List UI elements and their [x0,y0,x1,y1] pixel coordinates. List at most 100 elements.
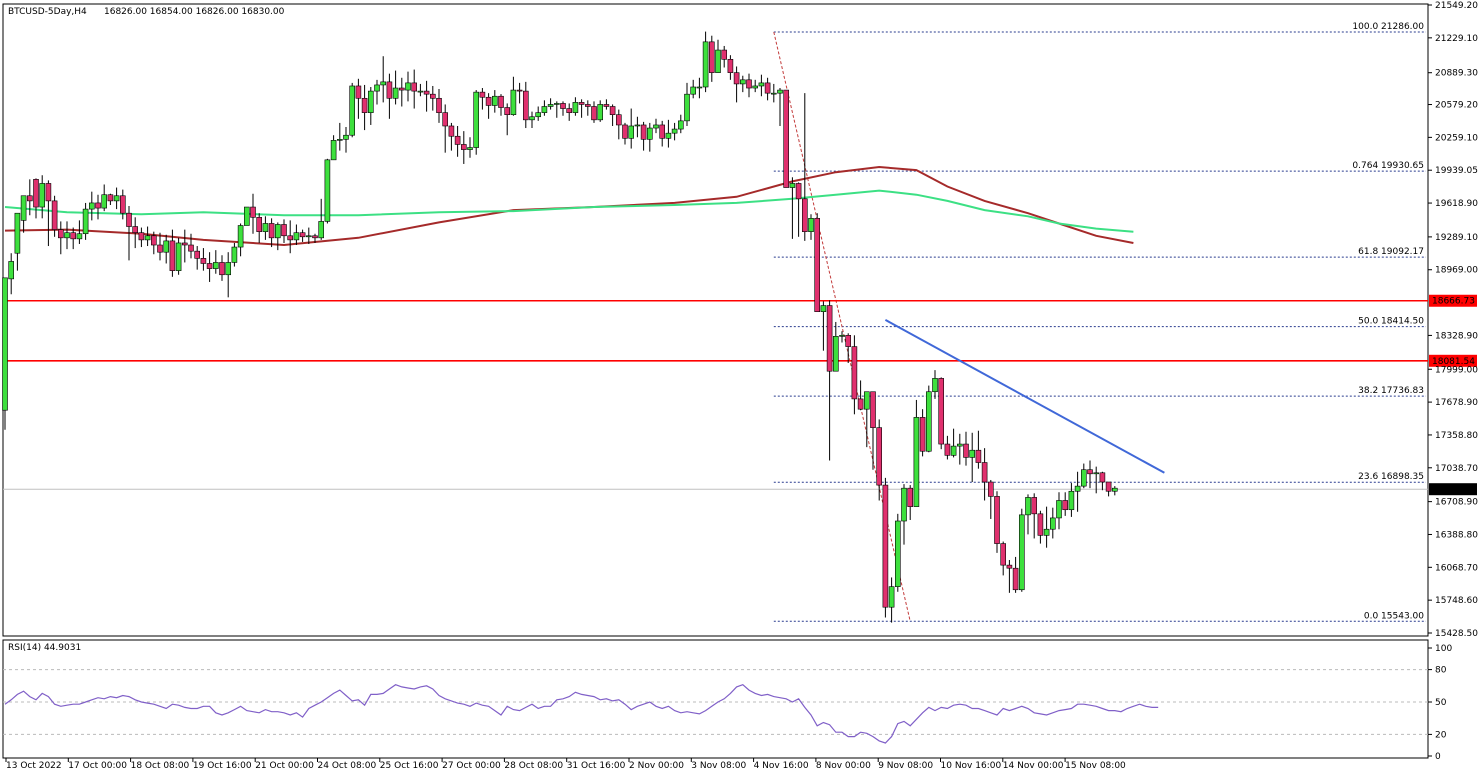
candle-body [2,277,8,411]
candle-body [262,223,269,232]
price-axis-label: 21549.20 [1435,1,1478,11]
bearish-candle [45,180,52,247]
bearish-candle [1087,460,1093,489]
candle-body [299,232,306,238]
fib-level-label: 0.0 15543.00 [1364,611,1424,621]
price-pane-border [2,3,1429,637]
bearish-candle [975,430,982,469]
trendline[interactable] [884,319,1165,474]
bearish-candle [57,221,64,255]
candle-body [994,496,1000,544]
bearish-candle [801,93,808,241]
candle-body [566,108,573,113]
axes: 21549.20 21229.10 20889.30 20579.20 20259.10… [5,1,1478,771]
candle-body [244,206,250,226]
candle-body [287,235,294,241]
candle-body [132,226,138,233]
rsi-pane[interactable]: 100 80 50 20 0 [2,639,1452,762]
bearish-candle [287,220,294,254]
candle-body [107,194,114,202]
level-price-tag [1429,483,1477,496]
bullish-candle [20,195,27,233]
bearish-candle [70,227,76,250]
candle-body [1018,514,1025,591]
bullish-candle [305,227,312,244]
candle-body [944,443,951,456]
bullish-candle [8,253,14,295]
horizontal-levels[interactable]: 18666.73 18081.54 16830.00 [3,294,1477,496]
candle-body [374,84,380,92]
bullish-candle [925,385,932,453]
bearish-candle [299,229,306,242]
bullish-candle [696,77,703,99]
bullish-candle [374,79,380,105]
time-axis-label: 31 Oct 16:00 [567,761,626,771]
descending-trendline [884,319,1165,474]
bearish-candle [1012,556,1019,593]
bullish-candle [553,101,560,118]
bullish-candle [213,250,219,274]
bullish-candle [572,97,579,116]
candle-body [33,179,39,208]
bearish-candle [994,491,1000,553]
candle-body [51,200,58,230]
bearish-candle [250,193,256,234]
bullish-candle [1056,492,1062,530]
bearish-candle [963,431,969,466]
bearish-candle [609,104,616,126]
candle-body [312,235,318,239]
time-axis-label: 9 Nov 08:00 [878,761,933,771]
bullish-candle [777,88,783,126]
price-pane[interactable] [2,3,1429,637]
bullish-candle [529,111,535,129]
fib-level-label: 100.0 21286.00 [1352,22,1424,32]
time-axis-label: 25 Oct 16:00 [380,761,439,771]
rsi-axis-label: 50 [1435,698,1447,708]
candle-body [504,107,511,116]
candle-body [801,198,808,232]
candle-body [274,224,281,239]
bearish-candle [411,69,418,109]
bullish-candle [82,202,89,240]
candle-body [182,242,188,246]
bullish-candle [752,79,759,93]
bullish-candle [324,158,331,224]
candle-body [870,391,876,428]
candle-body [157,244,163,253]
time-axis-label: 28 Oct 08:00 [504,761,563,771]
candle-body [460,144,467,150]
bullish-candle [770,83,777,103]
candle-body [39,183,46,208]
bullish-candle [330,135,337,161]
candle-body [739,79,746,85]
bearish-candle [169,229,176,277]
bullish-candle [665,119,672,148]
rsi-label: RSI(14) 44.9031 [8,643,81,653]
bullish-candle [547,98,554,110]
bullish-candle [894,513,901,592]
candle-body [336,139,343,141]
candle-body [45,183,52,202]
candle-body [398,87,405,91]
fibonacci-retracement[interactable]: 100.0 21286.00 0.764 19930.65 61.8 19092.1… [773,22,1426,622]
candle-body [882,484,889,608]
candle-body [925,391,932,452]
candle-body [888,586,895,608]
candle-body [721,49,728,60]
bearish-candle [498,94,504,116]
candle-body [1081,469,1087,487]
candle-body [609,106,616,116]
candle-body [851,346,858,400]
bearish-candle [591,101,597,123]
candle-body [70,232,76,240]
bullish-candle [969,432,976,483]
candle-body [194,250,200,259]
candle-body [498,95,504,108]
bullish-candle [597,100,604,122]
candle-body [1093,472,1099,475]
bullish-candle [405,71,411,102]
candle-body [206,263,213,269]
candle-body [250,206,256,218]
bearish-candle [764,77,771,101]
